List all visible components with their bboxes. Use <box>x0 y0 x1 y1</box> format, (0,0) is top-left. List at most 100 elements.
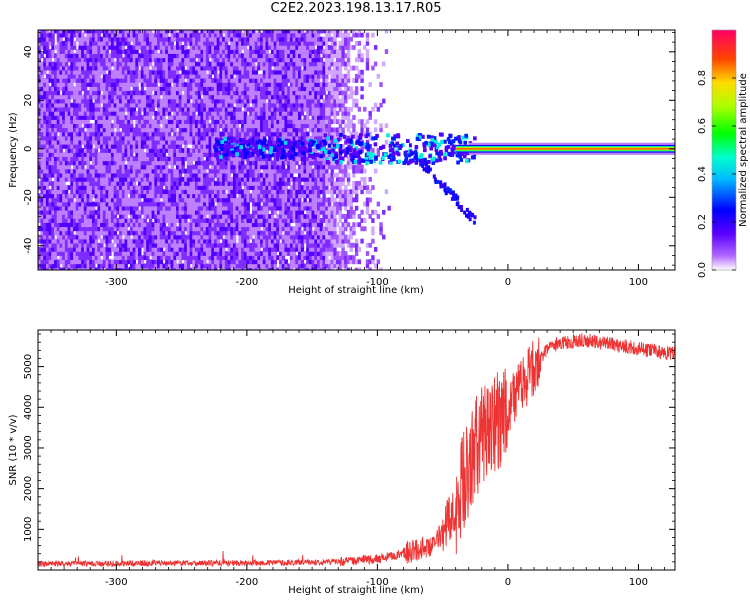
spectrogram-noise-cell <box>146 185 150 190</box>
spectrogram-noise-cell <box>59 156 63 162</box>
spectrogram-noise-cell <box>224 30 229 34</box>
spectrogram-noise-cell <box>75 246 80 252</box>
spectrogram-noise-cell <box>67 234 71 240</box>
spectrogram-noise-cell <box>197 82 202 87</box>
spectrogram-noise-cell <box>249 73 253 79</box>
spectrogram-noise-cell <box>97 189 101 195</box>
spectrogram-noise-cell <box>205 123 210 129</box>
spectrogram-noise-cell <box>97 123 101 129</box>
spectrogram-noise-cell <box>78 94 82 100</box>
spectrogram-noise-cell <box>70 110 74 116</box>
spectrogram-noise-cell <box>227 61 231 67</box>
spectrogram-noise-cell <box>108 53 112 59</box>
spectrogram-noise-cell <box>113 106 118 112</box>
spectrogram-noise-cell <box>48 205 52 211</box>
spectrogram-noise-cell <box>51 135 55 141</box>
spectrogram-noise-cell <box>170 32 174 38</box>
spectrogram-noise-cell <box>64 152 69 158</box>
spectrogram-noise-cell <box>170 251 174 256</box>
spectrogram-noise-cell <box>148 234 153 240</box>
spectrogram-noise-cell <box>178 259 183 265</box>
spectrogram-noise-cell <box>249 156 253 162</box>
spectrogram-noise-cell <box>113 267 118 270</box>
spectrogram-noise-cell <box>194 176 199 182</box>
spectrogram-noise-cell <box>91 135 96 141</box>
spectrogram-noise-cell <box>200 197 204 203</box>
spectrogram-noise-cell <box>56 110 61 116</box>
spectrogram-noise-cell <box>216 218 221 223</box>
spectrogram-noise-cell <box>260 106 264 112</box>
spectrogram-noise-cell <box>189 164 193 170</box>
spectrogram-noise-cell <box>100 259 104 265</box>
spectrogram-noise-cell <box>249 259 253 265</box>
spectrogram-noise-cell <box>56 209 61 215</box>
spectrogram-noise-cell <box>184 242 188 248</box>
spectrogram-noise-cell <box>113 40 118 46</box>
spectrogram-noise-cell <box>273 131 278 137</box>
spectrogram-noise-cell <box>151 168 156 174</box>
spectrogram-noise-cell <box>162 98 166 104</box>
spectrogram-noise-cell <box>213 61 218 67</box>
spectrogram-noise-cell <box>151 139 156 145</box>
spectrogram-noise-cell <box>140 226 145 232</box>
spectrogram-noise-cell <box>45 238 50 244</box>
spectrogram-noise-cell <box>48 197 52 203</box>
spectrogram-noise-cell <box>45 40 50 46</box>
spectrogram-noise-cell <box>129 90 134 96</box>
spectrogram-noise-cell <box>140 143 145 149</box>
spectrogram-noise-cell <box>143 65 147 71</box>
spectrogram-noise-cell <box>254 82 259 87</box>
spectrogram-noise-cell <box>230 40 234 46</box>
spectrogram-noise-cell <box>243 267 248 270</box>
spectrogram-noise-cell <box>249 115 253 120</box>
spectrogram-noise-cell <box>197 209 202 215</box>
spectrogram-noise-cell <box>157 57 161 63</box>
spectrogram-noise-cell <box>262 193 267 199</box>
spectrogram-noise-cell <box>276 156 280 162</box>
spectrogram-noise-cell <box>159 57 164 63</box>
spectrogram-noise-cell <box>251 127 256 133</box>
spectrogram-noise-cell <box>170 214 174 219</box>
spectrogram-noise-cell <box>113 86 118 92</box>
spectrogram-noise-cell <box>184 181 188 186</box>
spectrogram-noise-cell <box>189 172 193 178</box>
spectrogram-noise-cell <box>148 40 153 46</box>
spectrogram-noise-cell <box>197 218 202 223</box>
spectrogram-noise-cell <box>127 185 131 190</box>
spectrogram-noise-cell <box>181 73 185 79</box>
spectrogram-noise-cell <box>129 36 134 42</box>
spectrogram-noise-cell <box>97 222 101 228</box>
spectrogram-noise-cell <box>235 90 240 96</box>
spectrogram-noise-cell <box>257 242 261 248</box>
spectrogram-noise-cell <box>257 123 261 129</box>
spectrogram-noise-cell <box>170 40 174 46</box>
spectrogram-noise-cell <box>216 226 221 232</box>
spectrogram-noise-cell <box>251 45 256 50</box>
spectrogram-noise-cell <box>91 172 96 178</box>
spectrogram-noise-cell <box>254 246 259 252</box>
spectrogram-noise-cell <box>102 131 107 137</box>
spectrogram-noise-cell <box>181 53 185 59</box>
spectrogram-noise-cell <box>64 209 69 215</box>
spectrogram-noise-cell <box>89 156 93 162</box>
spectrogram-noise-cell <box>75 193 80 199</box>
spectrogram-noise-cell <box>94 168 99 174</box>
spectrogram-noise-cell <box>273 242 278 248</box>
spectrogram-noise-cell <box>83 234 88 240</box>
spectrogram-noise-cell <box>138 181 142 186</box>
spectrogram-noise-cell <box>64 148 69 153</box>
spectrogram-noise-cell <box>102 69 107 75</box>
spectrogram-noise-cell <box>270 53 275 59</box>
spectrogram-noise-cell <box>189 255 193 261</box>
spectrogram-noise-cell <box>138 94 142 100</box>
spectrogram-noise-cell <box>184 135 188 141</box>
spectrogram-noise-cell <box>170 193 174 199</box>
spectrogram-noise-cell <box>276 135 280 141</box>
spectrogram-noise-cell <box>45 131 50 137</box>
spectrogram-noise-cell <box>203 197 207 203</box>
spectrogram-noise-cell <box>238 73 242 79</box>
spectrogram-noise-cell <box>197 123 202 129</box>
spectrogram-noise-cell <box>38 65 42 71</box>
spectrogram-noise-cell <box>268 218 272 223</box>
spectrogram-noise-cell <box>173 226 177 232</box>
